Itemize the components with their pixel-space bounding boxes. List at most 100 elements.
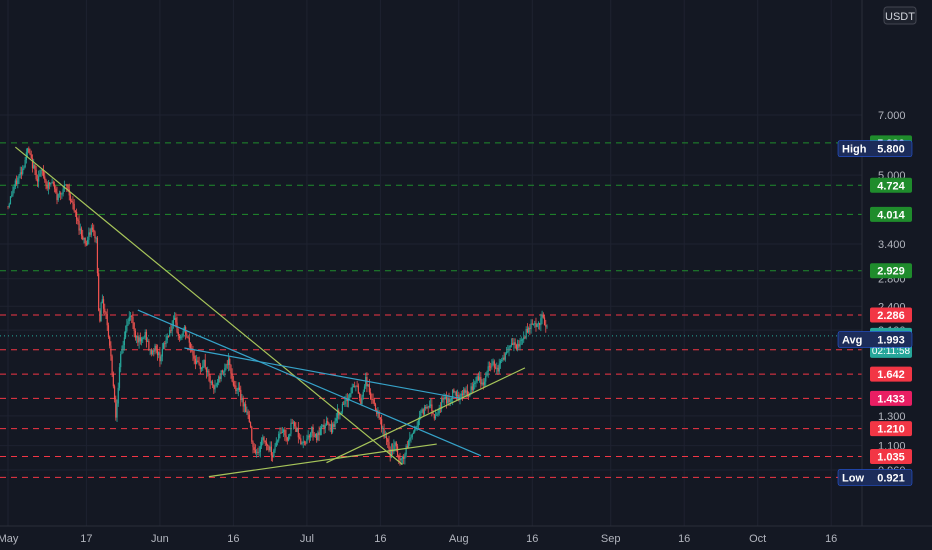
candle-body: [174, 317, 176, 320]
candle-body: [156, 349, 159, 356]
time-axis[interactable]: May 17 Jun 16 Jul 16 Aug 16 Sep 16 Oct 16: [0, 525, 932, 550]
candle-body: [274, 446, 276, 451]
candle-body: [308, 435, 310, 438]
stat-tag-box: [837, 469, 913, 486]
candle-body: [249, 422, 252, 427]
candle-body: [303, 441, 306, 443]
candle-body: [463, 389, 465, 396]
level-label: 4.724: [870, 177, 912, 193]
candle-body: [231, 373, 233, 382]
candle-body: [302, 441, 304, 443]
candle-body: [312, 426, 314, 436]
candle-body: [248, 414, 250, 423]
candle-body: [355, 385, 357, 387]
candle-body: [153, 350, 155, 352]
candle-body: [407, 440, 410, 448]
candle-body: [183, 327, 185, 331]
candle-body: [76, 211, 78, 220]
candle-body: [501, 359, 503, 361]
candle-body: [169, 330, 171, 337]
candle-body: [505, 351, 508, 354]
candle-body: [317, 432, 319, 441]
candle-body: [39, 173, 41, 177]
candle-body: [140, 338, 143, 342]
candle-body: [138, 337, 140, 343]
candle-body: [254, 450, 257, 453]
candle-body: [335, 418, 337, 421]
candle-body: [521, 339, 524, 341]
candle-body: [434, 415, 437, 419]
time-tick-label: Jun: [151, 533, 169, 545]
candle-body: [487, 366, 489, 372]
candle-body: [298, 437, 301, 439]
candle-body: [379, 417, 381, 420]
candle-body: [117, 387, 119, 404]
candle-body: [20, 172, 23, 174]
candle-body: [105, 312, 107, 315]
candle-body: [84, 237, 86, 244]
candle-body: [100, 302, 102, 322]
candle-body: [147, 340, 149, 342]
candle-body: [79, 228, 81, 231]
candle-body: [204, 359, 206, 368]
candle-body: [483, 381, 486, 385]
candle-body: [510, 343, 513, 346]
level-label-text: 2.286: [877, 310, 905, 322]
candle-body: [40, 170, 42, 174]
candle-body: [113, 386, 116, 400]
candle-body: [224, 368, 226, 372]
candle-body: [253, 447, 255, 451]
candle-body: [223, 371, 225, 373]
candle-body: [88, 232, 90, 240]
candle-body: [301, 442, 303, 445]
candle-body: [69, 195, 72, 201]
candle-body: [238, 387, 241, 390]
candle-body: [251, 426, 253, 442]
currency-badge-box: [883, 6, 917, 25]
candle-body: [11, 195, 13, 197]
candle-body: [455, 391, 457, 397]
candle-body: [458, 394, 460, 400]
candle-body: [542, 315, 544, 318]
candle-body: [186, 334, 188, 337]
candle-body: [22, 168, 24, 174]
candle-body: [520, 339, 522, 341]
candle-body: [193, 355, 195, 359]
candle-body: [98, 273, 100, 311]
candle-body: [29, 152, 31, 155]
candle-body: [192, 350, 194, 356]
candle-body: [176, 322, 178, 333]
candle-body: [115, 399, 117, 418]
level-label-text: 4.014: [877, 209, 905, 221]
candle-body: [237, 387, 239, 391]
candle-body: [377, 412, 379, 414]
candle-body: [394, 442, 396, 446]
level-label: 1.642: [870, 366, 912, 382]
candle-body: [481, 382, 483, 385]
candle-body: [442, 399, 444, 401]
candle-body: [432, 411, 434, 415]
candle-body: [143, 337, 145, 339]
stat-tag-value: 5.800: [877, 144, 905, 156]
candle-body: [58, 193, 61, 195]
stat-tag-name: High: [842, 144, 867, 156]
candle-body: [535, 323, 537, 327]
candle-body: [423, 407, 426, 415]
candle-body: [513, 342, 515, 345]
candle-body: [188, 337, 190, 343]
candle-body: [187, 336, 189, 338]
candle-body: [209, 375, 211, 383]
time-tick-label: 16: [374, 533, 386, 545]
candle-body: [241, 398, 243, 401]
candle-body: [529, 327, 531, 329]
stat-tag-high: High 5.800: [837, 140, 913, 157]
stat-tag-name: Avg: [842, 334, 862, 346]
candle-body: [230, 364, 232, 374]
candle-body: [166, 336, 168, 341]
trendline: [137, 309, 482, 457]
candle-body: [245, 404, 247, 413]
candle-body: [73, 203, 75, 211]
candle-body: [490, 366, 492, 368]
candle-body: [373, 399, 375, 405]
